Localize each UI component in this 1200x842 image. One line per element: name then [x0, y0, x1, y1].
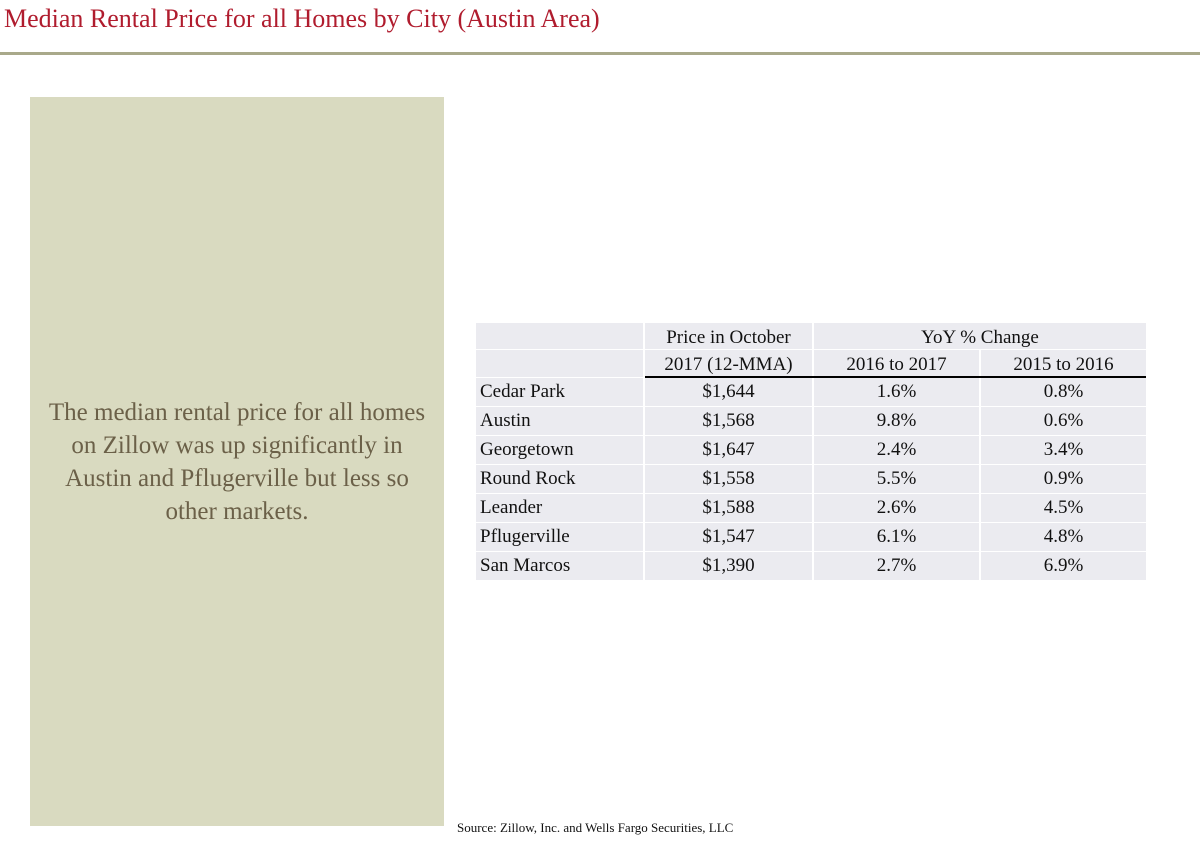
value-cell: $1,390: [644, 551, 814, 581]
city-cell: Leander: [476, 493, 645, 523]
value-cell: 2.7%: [813, 551, 981, 581]
sidebar-text: The median rental price for all homes on…: [48, 398, 426, 525]
table-row: San Marcos $1,390 2.7% 6.9%: [476, 551, 1146, 581]
title-rule: [0, 52, 1200, 55]
table-row: Cedar Park $1,644 1.6% 0.8%: [476, 377, 1146, 407]
table-row: Round Rock $1,558 5.5% 0.9%: [476, 464, 1146, 494]
header-cell: [476, 349, 645, 378]
header-cell: YoY % Change: [813, 323, 1146, 350]
header-row: Price in October YoY % Change: [476, 323, 1146, 350]
table-row: Pflugerville $1,547 6.1% 4.8%: [476, 522, 1146, 552]
value-cell: 1.6%: [813, 377, 981, 407]
value-cell: $1,647: [644, 435, 814, 465]
header-cell: 2016 to 2017: [813, 349, 981, 378]
value-cell: 6.1%: [813, 522, 981, 552]
data-table: Price in October YoY % Change 2017 (12-M…: [476, 323, 1146, 581]
sidebar: The median rental price for all homes on…: [30, 97, 444, 826]
city-cell: Georgetown: [476, 435, 645, 465]
value-cell: $1,588: [644, 493, 814, 523]
value-cell: 3.4%: [980, 435, 1146, 465]
value-cell: 6.9%: [980, 551, 1146, 581]
value-cell: 9.8%: [813, 406, 981, 436]
value-cell: $1,644: [644, 377, 814, 407]
value-cell: 0.8%: [980, 377, 1146, 407]
table-row: Leander $1,588 2.6% 4.5%: [476, 493, 1146, 523]
value-cell: 2.6%: [813, 493, 981, 523]
table-row: Austin $1,568 9.8% 0.6%: [476, 406, 1146, 436]
table-row: Georgetown $1,647 2.4% 3.4%: [476, 435, 1146, 465]
value-cell: 4.5%: [980, 493, 1146, 523]
city-cell: Cedar Park: [476, 377, 645, 407]
slide-title: Median Rental Price for all Homes by Cit…: [4, 4, 600, 33]
header-cell: 2015 to 2016: [980, 349, 1146, 378]
value-cell: $1,558: [644, 464, 814, 494]
value-cell: 0.6%: [980, 406, 1146, 436]
value-cell: 0.9%: [980, 464, 1146, 494]
value-cell: $1,547: [644, 522, 814, 552]
value-cell: 2.4%: [813, 435, 981, 465]
source-note: Source: Zillow, Inc. and Wells Fargo Sec…: [457, 820, 734, 835]
city-cell: Austin: [476, 406, 645, 436]
header-row: 2017 (12-MMA) 2016 to 2017 2015 to 2016: [476, 349, 1146, 378]
header-cell: [476, 323, 645, 350]
city-cell: San Marcos: [476, 551, 645, 581]
header-cell: Price in October: [644, 323, 814, 350]
value-cell: 5.5%: [813, 464, 981, 494]
header-cell: 2017 (12-MMA): [644, 349, 814, 378]
city-cell: Round Rock: [476, 464, 645, 494]
value-cell: 4.8%: [980, 522, 1146, 552]
city-cell: Pflugerville: [476, 522, 645, 552]
value-cell: $1,568: [644, 406, 814, 436]
